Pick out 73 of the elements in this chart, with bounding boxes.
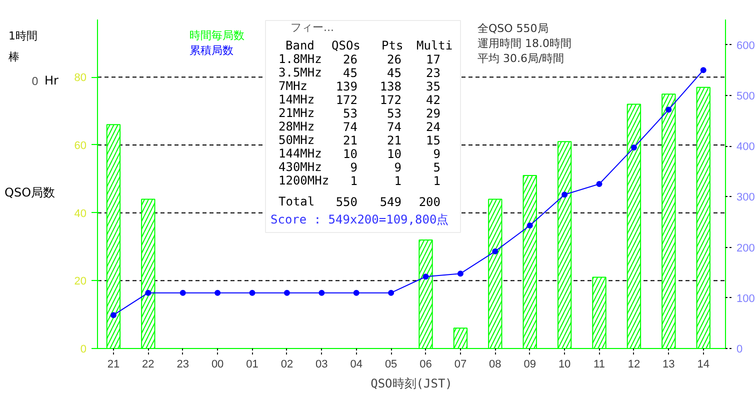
text: 1.8MHz 26 26 17: [278, 52, 441, 66]
y2-tick-label: 300: [736, 192, 755, 204]
point: [318, 290, 325, 296]
text: 時間毎局数: [190, 29, 244, 42]
y2-tick-label: 400: [736, 141, 755, 154]
x-tick-label: 05: [384, 358, 398, 370]
x-tick-label: 09: [524, 358, 536, 370]
point: [700, 67, 706, 74]
y-tick-label: 60: [74, 140, 87, 152]
x-tick-label: 13: [662, 358, 675, 370]
text: 累積局数: [190, 44, 234, 57]
x-tick-label: 07: [454, 358, 467, 370]
x-tick-label: 21: [107, 358, 120, 370]
x-tick-label: 00: [211, 358, 224, 370]
text: 7MHz 139 138 35: [278, 79, 441, 94]
point: [596, 181, 602, 187]
annotation: 運用時間 18.0時間: [478, 37, 572, 50]
text: 1200MHz 1 1 1: [278, 174, 441, 188]
x-tick-label: 23: [176, 358, 189, 370]
x-tick-label: 12: [628, 358, 640, 370]
text: Total 550 549 200: [278, 194, 441, 209]
x-tick-label: 11: [594, 358, 605, 370]
x-tick-label: 08: [489, 358, 502, 370]
x-axis-title: QSO時刻(JST): [370, 376, 452, 390]
text: 28MHz 74 74 24: [278, 120, 441, 134]
y-axis-title: QSO局数: [4, 186, 56, 200]
text: Hr: [44, 73, 59, 88]
x-tick-label: 02: [280, 358, 294, 370]
annotation: 平均 30.6局/時間: [478, 52, 564, 65]
point: [284, 290, 290, 296]
text: 3.5MHz 45 45 23: [278, 66, 441, 80]
text: Band QSOs Pts Multi: [286, 38, 453, 52]
point: [214, 290, 221, 296]
point: [110, 312, 116, 318]
point: [145, 290, 152, 296]
y2-tick-label: 0: [736, 344, 743, 356]
y-tick-label: 40: [74, 208, 87, 220]
point: [180, 290, 186, 296]
point: [353, 290, 360, 296]
y-tick-label: 0: [80, 344, 87, 356]
text: 1時間: [8, 30, 38, 43]
text: 21MHz 53 53 29: [278, 106, 441, 120]
point: [422, 274, 429, 280]
text: 430MHz 9 9 5: [278, 160, 441, 174]
annotation: 全QSO 550局: [478, 22, 548, 35]
text: 14MHz 172 172 42: [278, 92, 441, 107]
point: [562, 192, 568, 198]
x-tick-label: 22: [142, 358, 154, 370]
text: 50MHz 21 21 15: [278, 133, 441, 148]
point: [388, 290, 394, 296]
y2-tick-label: 100: [736, 292, 755, 305]
x-tick-label: 04: [350, 358, 362, 370]
y-tick-label: 80: [74, 72, 87, 84]
annotation: Score : 549x200=109,800点: [270, 212, 449, 226]
point: [630, 144, 637, 151]
x-tick-label: 01: [246, 358, 258, 370]
point: [249, 290, 256, 296]
point: [457, 270, 464, 277]
y2-tick-label: 200: [736, 242, 755, 254]
point: [666, 106, 672, 113]
text: 144MHz 10 10 9: [278, 146, 441, 161]
y-tick-label: 20: [74, 276, 87, 288]
text: 棒: [8, 50, 20, 64]
x-tick-label: 14: [697, 358, 710, 370]
annotation: フィー...: [290, 21, 334, 34]
x-tick-label: 03: [316, 358, 328, 370]
point: [492, 248, 498, 254]
point: [526, 222, 533, 228]
x-tick-label: 10: [558, 358, 571, 370]
y2-tick-label: 500: [736, 90, 755, 102]
x-tick-label: 06: [420, 358, 432, 370]
y2-tick-label: 600: [736, 40, 755, 52]
text: 0: [32, 74, 38, 88]
